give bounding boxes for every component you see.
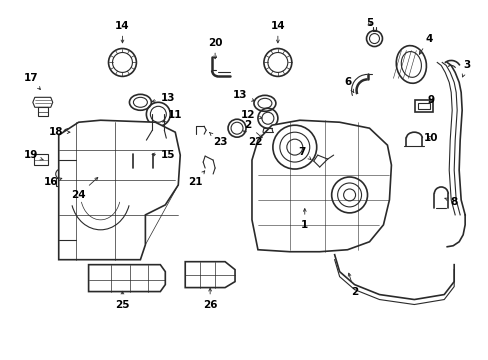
Text: 21: 21	[187, 171, 204, 187]
Bar	[38, 107, 48, 116]
Text: 20: 20	[207, 37, 222, 59]
Text: 23: 23	[209, 132, 227, 147]
Bar	[414, 100, 432, 112]
Text: 17: 17	[23, 73, 41, 90]
Text: 4: 4	[418, 33, 432, 54]
Polygon shape	[185, 262, 235, 288]
Text: 9: 9	[427, 95, 434, 105]
Text: 10: 10	[423, 133, 438, 143]
Text: 8: 8	[444, 197, 457, 207]
Circle shape	[272, 125, 316, 169]
Text: 2: 2	[347, 273, 358, 297]
Text: 3: 3	[461, 60, 470, 77]
Text: 14: 14	[270, 21, 285, 43]
Text: 18: 18	[48, 127, 70, 137]
Text: 16: 16	[43, 177, 61, 187]
Text: 12: 12	[240, 110, 262, 120]
Bar	[34, 154, 48, 165]
Text: 1: 1	[301, 208, 308, 230]
Polygon shape	[59, 120, 180, 260]
Text: 11: 11	[163, 110, 182, 122]
Text: 25: 25	[115, 291, 129, 310]
Polygon shape	[251, 120, 390, 252]
Text: 13: 13	[152, 93, 175, 103]
Text: 26: 26	[203, 288, 217, 310]
Text: 22: 22	[243, 131, 262, 147]
Text: 15: 15	[152, 150, 175, 160]
Text: 24: 24	[71, 177, 98, 200]
Circle shape	[331, 177, 367, 213]
Text: 5: 5	[365, 18, 372, 28]
Bar	[56, 178, 65, 186]
Text: 6: 6	[343, 77, 353, 93]
Text: 7: 7	[298, 147, 310, 159]
Text: 19: 19	[23, 150, 43, 160]
Text: 2: 2	[244, 120, 262, 138]
Text: 14: 14	[115, 21, 129, 43]
Polygon shape	[88, 265, 165, 292]
Text: 13: 13	[232, 90, 254, 101]
Bar	[417, 103, 429, 109]
